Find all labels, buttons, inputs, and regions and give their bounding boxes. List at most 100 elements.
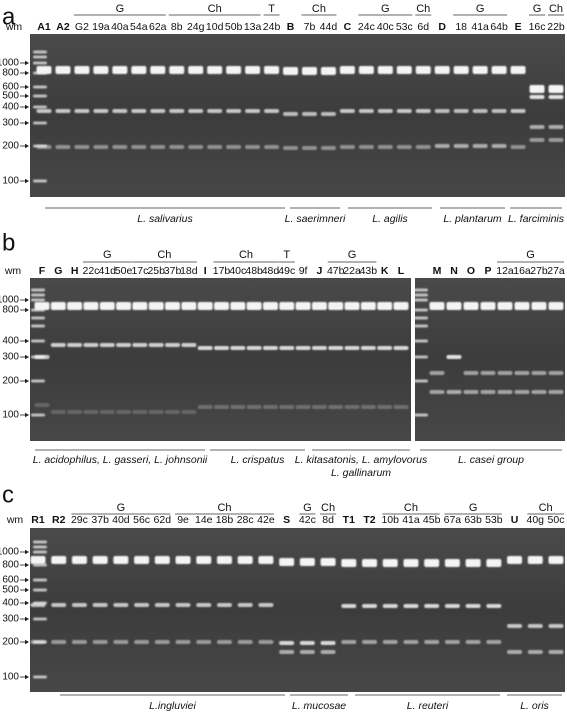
group-label: Ch [312, 3, 326, 15]
band [55, 109, 71, 113]
band [339, 109, 355, 113]
band [465, 604, 481, 608]
group-label: Ch [321, 502, 335, 514]
band [507, 556, 523, 564]
band [175, 640, 191, 644]
band [30, 640, 46, 644]
band [358, 109, 374, 113]
lane-label: O [467, 265, 475, 277]
band [382, 640, 398, 644]
lane-label: J [316, 265, 322, 277]
lane-label: 50b [225, 21, 243, 33]
ladder-arrowhead [25, 549, 29, 555]
lane-label: 18d [180, 265, 198, 277]
ladder-arrowhead [25, 307, 29, 313]
band [486, 640, 502, 644]
lane-label: 13a [244, 21, 262, 33]
band [169, 109, 185, 113]
lane-label: 24b [263, 21, 281, 33]
band [362, 559, 378, 567]
ladder-band [414, 379, 428, 383]
band [112, 109, 128, 113]
band [497, 390, 513, 394]
lane-label: 40a [111, 21, 129, 33]
ladder-arrowhead [25, 84, 29, 90]
band [207, 66, 223, 74]
lane-label: 54a [130, 21, 148, 33]
band [279, 405, 295, 409]
band [113, 603, 129, 607]
ladder-label: 200 [2, 141, 19, 152]
band [531, 390, 547, 394]
lane-label: 41a [471, 21, 489, 33]
band [112, 66, 128, 74]
lane-label: 56c [133, 514, 150, 526]
ladder-band [33, 55, 47, 59]
lane-label: 41d [99, 265, 117, 277]
band [434, 109, 450, 113]
band [360, 346, 376, 350]
group-label: Ch [217, 502, 231, 514]
band [548, 302, 564, 310]
lane-label: 42c [299, 514, 316, 526]
ladder-arrowhead [25, 577, 29, 583]
ladder-arrowhead [25, 338, 29, 344]
panel-letter: a [2, 3, 16, 30]
band [446, 302, 462, 310]
ladder-label: 600 [2, 82, 19, 93]
band [214, 346, 229, 350]
ladder-band [33, 675, 47, 679]
band [51, 603, 67, 607]
band [51, 640, 67, 644]
band [514, 302, 530, 310]
band [311, 302, 327, 310]
ladder-label: 300 [2, 352, 19, 363]
lane-label: 48d [262, 265, 280, 277]
ladder-arrowhead [25, 60, 29, 66]
panel-letter: c [2, 481, 14, 508]
band [92, 603, 108, 607]
band [320, 650, 336, 654]
ladder-arrowhead [25, 600, 29, 606]
band [188, 145, 204, 149]
band [150, 66, 166, 74]
band [514, 390, 530, 394]
band [30, 603, 46, 607]
ladder-band [33, 61, 47, 65]
band [507, 624, 523, 628]
lane-label: 53b [485, 514, 503, 526]
band [507, 650, 523, 654]
band [377, 145, 393, 149]
band [51, 556, 67, 564]
ladder-band [414, 339, 428, 343]
band [415, 109, 431, 113]
ladder-band [31, 379, 45, 383]
ladder-label: 800 [2, 305, 19, 316]
band [264, 145, 280, 149]
ladder-arrowhead [25, 178, 29, 184]
band [497, 371, 513, 375]
band [311, 346, 327, 350]
band [491, 66, 507, 74]
species-label: L. crispatus [231, 454, 285, 466]
band [74, 109, 90, 113]
band [548, 85, 564, 93]
ladder-band [33, 545, 47, 549]
band [83, 410, 99, 414]
band [175, 556, 191, 564]
band [382, 604, 398, 608]
band [480, 302, 496, 310]
lane-label: 7b [304, 21, 316, 33]
band [429, 390, 445, 394]
band [453, 144, 469, 148]
lane-label: A1 [37, 21, 51, 33]
group-label: Ch [404, 502, 418, 514]
band [150, 109, 166, 113]
band [548, 125, 564, 129]
band [344, 405, 360, 409]
band [71, 556, 87, 564]
band [237, 556, 253, 564]
band [92, 556, 108, 564]
band [510, 66, 526, 74]
lane-label: I [204, 265, 207, 277]
